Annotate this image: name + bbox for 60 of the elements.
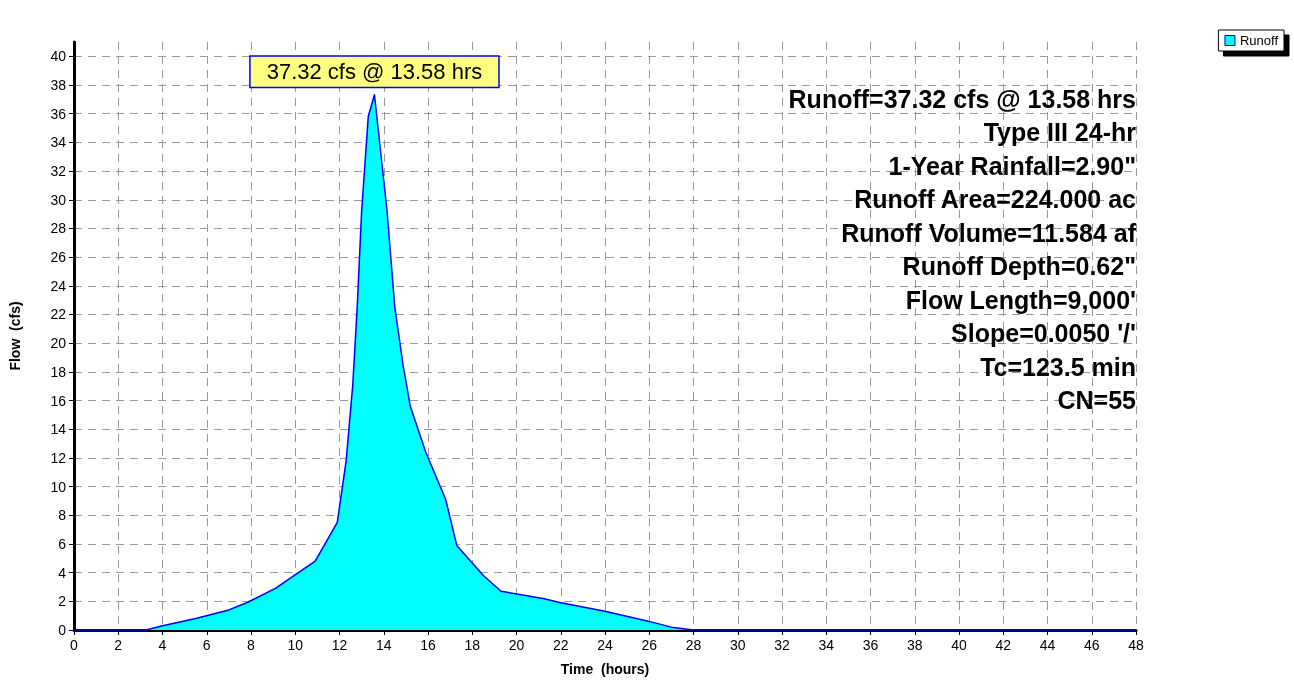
x-tick-label: 0 bbox=[70, 637, 79, 653]
x-tick-label: 44 bbox=[1039, 637, 1056, 653]
x-tick-label: 28 bbox=[685, 637, 702, 653]
annotation: Type III 24-hr bbox=[983, 118, 1137, 146]
x-tick-label: 22 bbox=[552, 637, 569, 653]
x-tick-label: 6 bbox=[202, 637, 211, 653]
annotation: Tc=123.5 min bbox=[980, 352, 1136, 381]
y-tick-label: 32 bbox=[50, 163, 67, 180]
annotation: CN=55 bbox=[1057, 386, 1137, 414]
x-axis-title: Time (hours) bbox=[560, 661, 650, 677]
x-tick-label: 20 bbox=[508, 637, 525, 653]
legend-label: Runoff bbox=[1239, 33, 1279, 48]
y-tick-label: 2 bbox=[58, 593, 67, 610]
x-tick-label: 48 bbox=[1128, 637, 1144, 653]
x-tick-label: 38 bbox=[906, 637, 923, 653]
x-tick-label: 32 bbox=[774, 637, 790, 653]
y-tick-label: 14 bbox=[50, 421, 67, 438]
y-tick-label: 16 bbox=[50, 392, 67, 409]
annotation: 37.32 cfs @ 13.58 hrs bbox=[266, 59, 483, 85]
x-tick-label: 12 bbox=[331, 637, 348, 653]
y-tick-label: 26 bbox=[50, 249, 67, 266]
y-tick-label: 34 bbox=[50, 134, 67, 151]
annotation: Runoff Volume=11.584 af bbox=[841, 218, 1137, 247]
x-tick-label: 10 bbox=[287, 637, 304, 653]
y-tick-label: 10 bbox=[50, 478, 67, 495]
x-tick-label: 34 bbox=[818, 637, 835, 653]
x-tick-label: 14 bbox=[375, 637, 392, 653]
x-tick-label: 4 bbox=[158, 637, 167, 653]
y-tick-label: 38 bbox=[50, 77, 67, 94]
annotation: Runoff Depth=0.62" bbox=[902, 252, 1136, 280]
x-tick-label: 40 bbox=[951, 637, 967, 653]
x-tick-label: 18 bbox=[464, 637, 481, 653]
y-tick-label: 6 bbox=[58, 535, 67, 552]
y-tick-label: 12 bbox=[50, 449, 67, 466]
y-tick-label: 4 bbox=[58, 564, 67, 581]
y-tick-label: 0 bbox=[58, 622, 67, 638]
y-tick-label: 18 bbox=[50, 363, 67, 380]
x-tick-label: 42 bbox=[995, 637, 1012, 653]
y-tick-label: 22 bbox=[50, 306, 67, 323]
y-tick-label: 28 bbox=[50, 220, 67, 237]
y-tick-label: 8 bbox=[58, 507, 67, 524]
y-tick-label: 24 bbox=[50, 277, 67, 294]
x-tick-label: 46 bbox=[1083, 637, 1100, 653]
annotation: Runoff=37.32 cfs @ 13.58 hrs bbox=[788, 84, 1136, 113]
annotation: Slope=0.0050 '/' bbox=[951, 319, 1136, 347]
x-tick-label: 30 bbox=[729, 637, 746, 653]
y-tick-label: 40 bbox=[50, 48, 67, 65]
annotation: 1-Year Rainfall=2.90" bbox=[888, 151, 1136, 180]
y-tick-label: 30 bbox=[50, 191, 67, 208]
y-axis-title: Flow (cfs) bbox=[7, 301, 23, 371]
x-tick-label: 8 bbox=[247, 637, 256, 653]
x-tick-label: 26 bbox=[641, 637, 658, 653]
y-tick-label: 20 bbox=[50, 335, 67, 352]
x-tick-label: 36 bbox=[862, 637, 879, 653]
x-tick-label: 16 bbox=[420, 637, 436, 653]
x-tick-label: 24 bbox=[597, 637, 613, 653]
annotation: Flow Length=9,000' bbox=[905, 285, 1136, 314]
y-tick-label: 36 bbox=[50, 105, 67, 122]
x-tick-label: 2 bbox=[114, 637, 123, 653]
annotation: Runoff Area=224.000 ac bbox=[854, 185, 1137, 213]
